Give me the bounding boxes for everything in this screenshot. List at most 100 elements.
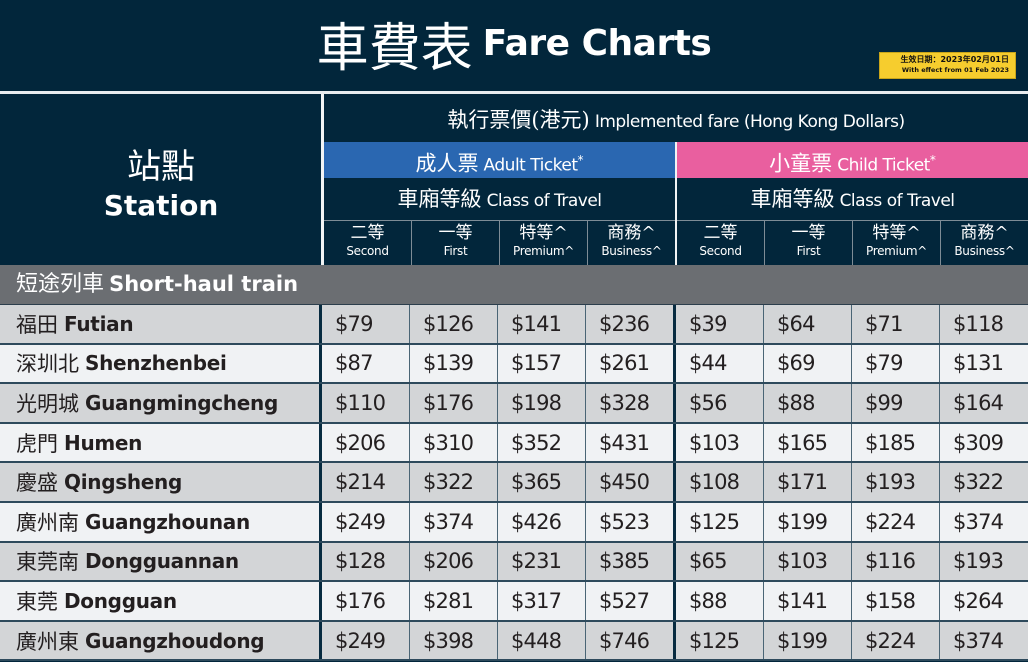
adult-ticket-en: Adult Ticket <box>483 155 578 176</box>
fare-cell-child-business: $193 <box>953 549 1004 574</box>
fare-cell-child-second: $88 <box>676 582 764 620</box>
station-name-en: Guangmingcheng <box>85 390 278 415</box>
fare-cell-adult-business: $431 <box>586 423 676 462</box>
class-en: Second <box>699 244 742 258</box>
class-zh: 二等 <box>703 223 738 243</box>
column-header-business: 商務^ Business^ <box>940 221 1028 265</box>
column-header-premium: 特等^ Premium^ <box>499 221 587 265</box>
station-cell: 福田 Futian <box>0 305 322 343</box>
station-cell: 東莞南 Dongguannan <box>0 542 322 581</box>
fare-cell-adult-premium: $352 <box>498 423 586 462</box>
column-header-premium: 特等^ Premium^ <box>852 221 940 265</box>
fare-cell-adult-premium: $317 <box>498 582 586 620</box>
fare-cell-child-first: $103 <box>764 542 852 581</box>
column-header-second: 二等 Second <box>677 221 764 265</box>
station-name-zh: 東莞 <box>16 589 58 614</box>
fare-cell-child-second: $108 <box>676 463 764 501</box>
class-zh: 一等 <box>438 223 473 243</box>
column-header-business: 商務^ Business^ <box>587 221 675 265</box>
fare-cell-child-second: $125 <box>676 621 764 660</box>
fare-cell-adult-premium: $198 <box>498 384 586 422</box>
fare-cell-child-premium: $185 <box>852 423 940 462</box>
adult-class-of-travel-header: 車廂等級 Class of Travel <box>324 178 675 220</box>
implemented-fare-header: 執行票價(港元) Implemented fare (Hong Kong Dol… <box>324 98 1028 142</box>
fare-cell-child-first: $199 <box>764 503 852 541</box>
station-name-zh: 虎門 <box>16 431 58 456</box>
fare-cell-child-first: $69 <box>764 344 852 383</box>
implemented-fare-en: Implemented fare (Hong Kong Dollars) <box>594 112 905 132</box>
class-of-travel-zh: 車廂等級 <box>397 187 482 211</box>
fare-cell-child-business: $264 <box>953 588 1004 613</box>
fare-cell-adult-first: $310 <box>410 423 498 462</box>
implemented-fare-zh: 執行票價(港元) <box>447 108 590 132</box>
station-cell: 東莞 Dongguan <box>0 582 322 620</box>
column-header-first: 一等 First <box>411 221 499 265</box>
fare-cell-child-premium: $99 <box>852 384 940 422</box>
station-name-en: Dongguan <box>64 588 177 613</box>
table-row: 廣州東 Guangzhoudong $249 $398 $448 $746 $125 $199… <box>0 621 1028 662</box>
fare-cell-child-first: $141 <box>764 582 852 620</box>
fare-cell-adult-first: $281 <box>410 582 498 620</box>
table-row: 深圳北 Shenzhenbei $87 $139 $157 $261 $44 $69 $79 $1… <box>0 344 1028 385</box>
table-row: 福田 Futian $79 $126 $141 $236 $39 $64 $71 $118 <box>0 305 1028 345</box>
fare-cell-adult-second: $87 <box>322 344 410 383</box>
fare-cell-adult-business: $527 <box>586 582 676 620</box>
fare-cell-adult-business: $328 <box>586 384 676 422</box>
class-en: First <box>796 244 821 258</box>
table-row: 虎門 Humen $206 $310 $352 $431 $103 $165 $185 $309 <box>0 423 1028 464</box>
fare-cell-child-first: $199 <box>764 621 852 660</box>
page-title: 車費表 Fare Charts <box>0 6 1028 81</box>
adult-ticket-header: 成人票 Adult Ticket* <box>324 142 675 178</box>
station-name-zh: 福田 <box>16 312 58 337</box>
class-en: Second <box>346 244 389 258</box>
station-name-en: Guangzhoudong <box>85 628 265 653</box>
fare-cell-child-premium: $193 <box>852 463 940 501</box>
page-title-en: Fare Charts <box>482 23 712 64</box>
class-zh: 特等^ <box>519 223 568 243</box>
station-name-en: Guangzhounan <box>85 509 250 534</box>
fare-cell-child-first: $165 <box>764 423 852 462</box>
table-row: 光明城 Guangmingcheng $110 $176 $198 $328 $56 $88 $… <box>0 384 1028 424</box>
fare-cell-adult-second: $206 <box>322 423 410 462</box>
class-zh: 二等 <box>350 223 385 243</box>
table-row: 廣州南 Guangzhounan $249 $374 $426 $523 $125 $199 $… <box>0 503 1028 543</box>
station-name-zh: 深圳北 <box>16 352 79 377</box>
fare-cell-child-first: $88 <box>764 384 852 422</box>
fare-cell-child-first: $64 <box>764 305 852 343</box>
station-header-en: Station <box>103 189 219 222</box>
class-en: Premium^ <box>865 244 928 258</box>
fare-cell-adult-second: $249 <box>322 621 410 660</box>
divider <box>675 142 677 265</box>
fare-cell-adult-premium: $448 <box>498 621 586 660</box>
table-header: 站點 Station 執行票價(港元) Implemented fare (Ho… <box>0 94 1028 265</box>
class-of-travel-en: Class of Travel <box>486 191 602 211</box>
fare-cell-adult-business: $450 <box>586 463 676 501</box>
station-column-header: 站點 Station <box>0 94 322 265</box>
column-header-second: 二等 Second <box>324 221 411 265</box>
fare-cell-child-second: $103 <box>676 423 764 462</box>
fare-cell-adult-first: $176 <box>410 384 498 422</box>
child-ticket-zh: 小童票 <box>769 151 833 176</box>
child-ticket-en: Child Ticket <box>837 155 930 176</box>
station-cell: 深圳北 Shenzhenbei <box>0 344 322 383</box>
class-of-travel-zh: 車廂等級 <box>750 187 835 211</box>
fare-cell-adult-premium: $365 <box>498 463 586 501</box>
class-zh: 一等 <box>791 223 826 243</box>
station-name-en: Futian <box>64 311 134 336</box>
station-cell: 光明城 Guangmingcheng <box>0 384 322 422</box>
fare-table: 福田 Futian $79 $126 $141 $236 $39 $64 $71 $118 深圳北 S… <box>0 305 1028 662</box>
table-row: 慶盛 Qingsheng $214 $322 $365 $450 $108 $171 $193 $… <box>0 463 1028 503</box>
fare-cell-child-business: $309 <box>953 430 1004 455</box>
title-bar: 車費表 Fare Charts 生效日期：2023年02月01日 With eff… <box>0 0 1028 91</box>
fare-cell-child-first: $171 <box>764 463 852 501</box>
section-title-zh: 短途列車 <box>16 272 105 297</box>
fare-cell-child-second: $44 <box>676 344 764 383</box>
fare-cell-child-premium: $158 <box>852 582 940 620</box>
section-header-short-haul: 短途列車 Short-haul train <box>0 265 1028 305</box>
fare-cell-child-second: $125 <box>676 503 764 541</box>
station-cell: 慶盛 Qingsheng <box>0 463 322 501</box>
fare-cell-adult-second: $110 <box>322 384 410 422</box>
fare-cell-adult-second: $176 <box>322 582 410 620</box>
divider <box>324 220 675 221</box>
section-title-en: Short-haul train <box>109 272 299 296</box>
